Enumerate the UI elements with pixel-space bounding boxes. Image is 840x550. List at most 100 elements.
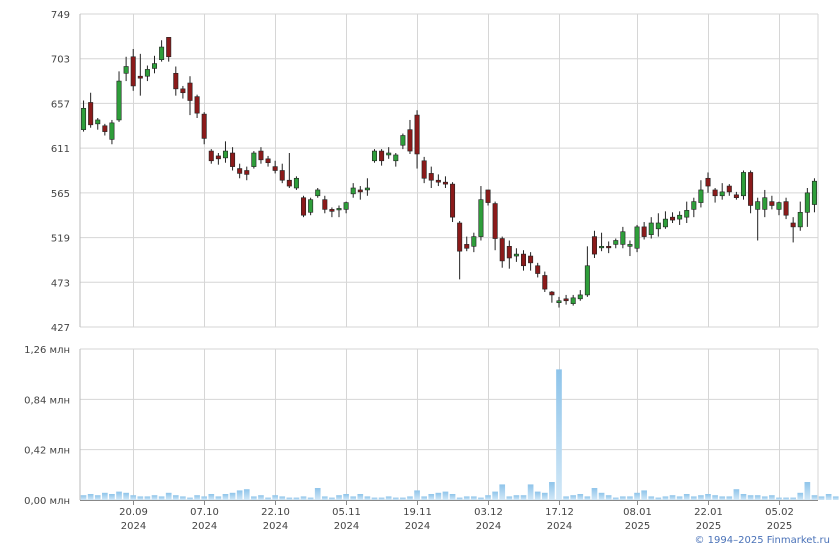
- volume-bar: [492, 491, 498, 500]
- candle: [634, 224, 640, 253]
- candle-body-up: [336, 208, 342, 211]
- volume-bar: [236, 490, 243, 500]
- candle-body-up: [95, 119, 101, 125]
- candle-body-down: [379, 150, 385, 162]
- volume-bar: [449, 494, 456, 500]
- candle-body-up: [315, 189, 321, 197]
- candle-body-down: [187, 82, 193, 101]
- volume-bar: [513, 495, 520, 500]
- candle-body-down: [208, 150, 214, 162]
- candle-body-up: [116, 80, 122, 121]
- candle: [776, 201, 782, 216]
- candle-body-down: [88, 102, 94, 126]
- volume-bar: [180, 496, 186, 500]
- candle-body-down: [357, 189, 363, 193]
- candle: [222, 141, 228, 163]
- candle-body-down: [173, 72, 179, 90]
- x-tick-date: 03.12: [474, 507, 503, 518]
- candle: [293, 176, 299, 190]
- volume-bar: [293, 497, 300, 500]
- candle: [386, 147, 392, 159]
- volume-bar: [385, 496, 392, 500]
- candle: [577, 290, 583, 301]
- x-tick-date: 20.09: [119, 507, 148, 518]
- candle-body-down: [549, 291, 555, 296]
- volume-bar: [407, 496, 413, 500]
- volume-bar: [499, 484, 506, 500]
- candle-body-up: [293, 177, 299, 189]
- candle: [570, 294, 576, 306]
- candle-body-up: [81, 107, 87, 130]
- candle: [173, 66, 179, 96]
- candle: [130, 48, 136, 91]
- candle: [755, 197, 761, 241]
- candle-body-up: [719, 191, 725, 197]
- candle-body-down: [521, 253, 527, 267]
- volume-bar: [584, 496, 591, 500]
- volume-bar: [698, 495, 704, 500]
- candle-body-down: [137, 75, 143, 79]
- candle: [450, 182, 456, 223]
- volume-bar: [527, 484, 534, 500]
- candle: [627, 240, 633, 257]
- price-tick-label: 519: [51, 234, 70, 245]
- x-tick-year: 2024: [263, 521, 288, 532]
- volume-grid: [79, 348, 819, 501]
- candle: [790, 217, 796, 243]
- candle: [286, 153, 292, 188]
- candle-body-down: [464, 244, 470, 249]
- candle-body-up: [364, 187, 370, 191]
- volume-bar: [470, 496, 477, 500]
- candle-body-down: [201, 113, 207, 139]
- candle-body-down: [506, 246, 512, 259]
- volume-bar: [87, 494, 94, 500]
- candle-body-down: [265, 158, 271, 164]
- candle: [251, 151, 257, 169]
- candle: [478, 186, 484, 241]
- volume-bar: [300, 496, 307, 500]
- candle-body-up: [577, 294, 583, 300]
- volume-bar: [350, 496, 357, 500]
- x-tick-date: 17.12: [545, 507, 574, 518]
- candle-body-up: [762, 197, 768, 210]
- x-tick-year: 2024: [547, 521, 572, 532]
- candle-body-down: [237, 168, 243, 174]
- candle: [159, 40, 165, 62]
- candle: [719, 183, 725, 200]
- volume-bar: [747, 495, 754, 500]
- volume-y-axis: 1,26 млн 0,84 млн 0,42 млн 0,00 млн: [24, 345, 70, 507]
- candle-body-down: [215, 155, 221, 160]
- volume-bar: [726, 496, 733, 500]
- price-tick-label: 749: [51, 10, 70, 21]
- price-tick-label: 611: [51, 144, 70, 155]
- volume-bar: [620, 496, 626, 500]
- volume-bar: [634, 492, 640, 500]
- candle-body-up: [400, 135, 406, 146]
- copyright-link[interactable]: © 1994–2025 Finmarket.ru: [694, 535, 830, 546]
- candle-body-up: [144, 69, 150, 77]
- candle: [407, 119, 413, 154]
- price-y-axis: 749 703 657 611 565 519 473 427: [51, 10, 70, 334]
- candle-body-down: [492, 203, 498, 239]
- candle-body-up: [797, 211, 803, 228]
- volume-bar: [314, 488, 321, 500]
- volume-tick-label: 0,00 млн: [24, 496, 70, 507]
- candle: [152, 55, 158, 74]
- candle-body-down: [485, 189, 491, 203]
- candle-body-down: [329, 209, 335, 212]
- candle-body-up: [662, 218, 668, 228]
- candle-body-down: [435, 179, 441, 183]
- volume-bar: [215, 496, 222, 500]
- volume-bar: [804, 482, 811, 500]
- candle: [563, 294, 569, 305]
- candle: [208, 149, 214, 164]
- candle-body-up: [648, 222, 654, 235]
- candle-body-down: [286, 179, 292, 187]
- volume-bar: [811, 495, 818, 500]
- candle: [308, 197, 314, 216]
- candle: [442, 176, 448, 188]
- candle-body-up: [627, 244, 633, 247]
- volume-bar: [400, 497, 406, 500]
- volume-bar: [336, 495, 342, 500]
